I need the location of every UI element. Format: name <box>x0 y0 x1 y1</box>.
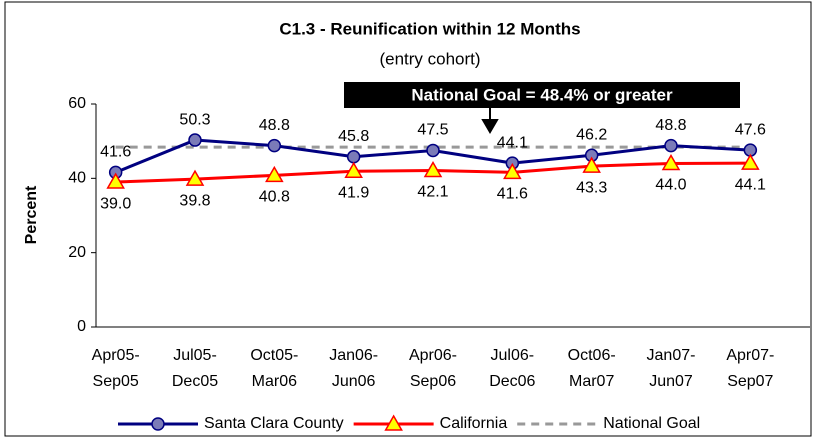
chart-title: C1.3 - Reunification within 12 Months <box>279 19 580 38</box>
y-tick-label: 60 <box>68 95 86 112</box>
y-tick-label: 40 <box>68 170 86 187</box>
x-tick-label: Mar07 <box>569 373 614 390</box>
annotation-arrow <box>481 108 499 134</box>
point-marker <box>423 161 443 178</box>
x-tick-label: Apr05- <box>92 347 140 364</box>
point-marker <box>503 162 522 180</box>
data-label: 39.0 <box>100 195 131 212</box>
point-marker <box>661 153 681 171</box>
x-tick-label: Jan07- <box>647 347 696 364</box>
y-axis-title: Percent <box>23 185 40 244</box>
data-label: 48.8 <box>655 117 686 134</box>
x-tick-label: Sep06 <box>410 373 456 390</box>
x-tick-label: Apr07- <box>726 347 774 364</box>
chart-subtitle: (entry cohort) <box>379 49 480 68</box>
data-label: 44.1 <box>735 176 766 193</box>
data-label: 50.3 <box>179 111 210 128</box>
x-tick-label: Jun06 <box>332 373 376 390</box>
data-label: 47.6 <box>735 121 766 138</box>
data-label: 41.6 <box>100 144 131 161</box>
data-label: 46.2 <box>576 127 607 144</box>
point-marker <box>344 161 363 179</box>
data-label: 42.1 <box>417 184 448 201</box>
data-label: 45.8 <box>338 128 369 145</box>
data-label: 44.0 <box>655 177 686 194</box>
point-marker <box>185 169 205 186</box>
data-label: 40.8 <box>259 189 290 206</box>
x-tick-label: Dec05 <box>172 373 218 390</box>
legend-label: Santa Clara County <box>204 415 344 432</box>
legend-marker <box>151 417 165 431</box>
x-tick-label: Mar06 <box>252 373 297 390</box>
annotation: National Goal = 48.4% or greater <box>411 85 673 104</box>
x-tick-label: Sep07 <box>727 373 773 390</box>
x-tick-label: Jul06- <box>491 347 535 364</box>
x-tick-label: Oct05- <box>250 347 298 364</box>
x-tick-label: Oct06- <box>568 347 616 364</box>
legend-label: California <box>440 415 508 432</box>
data-label: 43.3 <box>576 179 607 196</box>
annotation-box <box>344 82 740 108</box>
data-label: 41.9 <box>338 184 369 201</box>
y-tick-label: 20 <box>68 244 86 261</box>
x-tick-label: Jan06- <box>329 347 378 364</box>
x-tick-label: Dec06 <box>489 373 535 390</box>
x-tick-label: Jun07 <box>649 373 693 390</box>
point-marker <box>267 138 282 153</box>
y-tick-label: 0 <box>77 318 86 335</box>
point-marker <box>346 150 361 164</box>
chart-frame <box>4 1 812 437</box>
point-marker <box>741 153 760 170</box>
data-label: 48.8 <box>259 117 290 134</box>
point-marker <box>188 133 202 147</box>
point-marker <box>106 172 125 189</box>
x-tick-label: Jul05- <box>173 347 217 364</box>
x-tick-label: Apr06- <box>409 347 457 364</box>
x-tick-label: Sep05 <box>93 373 139 390</box>
point-marker <box>664 138 678 153</box>
point-marker <box>426 143 440 158</box>
data-label: 44.1 <box>497 134 528 151</box>
point-marker <box>582 156 601 173</box>
legend-marker <box>384 414 403 431</box>
data-label: 41.6 <box>497 186 528 203</box>
data-label: 47.5 <box>417 122 448 139</box>
point-marker <box>265 165 284 183</box>
legend-label: National Goal <box>603 415 700 432</box>
data-label: 39.8 <box>179 192 210 209</box>
